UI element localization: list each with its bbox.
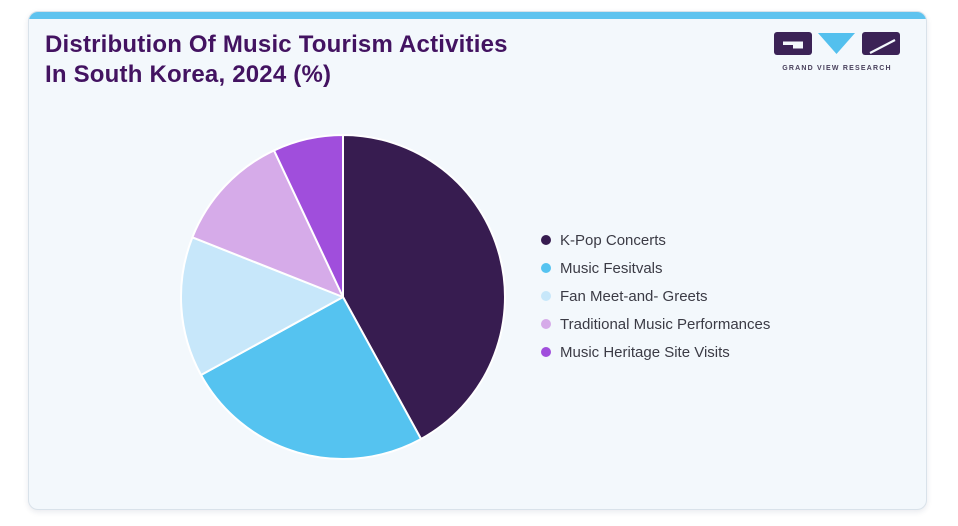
gvr-logo-icon [774,32,900,55]
legend-item-0: K-Pop Concerts [541,230,770,250]
legend-swatch-icon [541,263,551,273]
legend-label: Music Fesitvals [560,259,663,277]
legend-item-2: Fan Meet-and- Greets [541,286,770,306]
legend-item-3: Traditional Music Performances [541,314,770,334]
legend: K-Pop Concerts Music Fesitvals Fan Meet-an… [541,230,770,362]
pie-slice-2 [180,236,344,377]
legend-label: Music Heritage Site Visits [560,343,730,361]
chart-title-line1: Distribution Of Music Tourism Activities [45,31,508,58]
legend-swatch-icon [541,235,551,245]
legend-label: Fan Meet-and- Greets [560,287,708,305]
legend-swatch-icon [541,291,551,301]
pie-slice-1 [200,296,423,460]
legend-swatch-icon [541,319,551,329]
chart-title: Distribution Of Music Tourism Activities… [45,30,508,90]
pie-slice-3 [191,149,344,298]
pie-chart [180,134,506,460]
legend-swatch-icon [541,347,551,357]
legend-label: Traditional Music Performances [560,315,771,333]
legend-label: K-Pop Concerts [560,231,666,249]
legend-item-1: Music Fesitvals [541,258,770,278]
gvr-logo: GRAND VIEW RESEARCH [774,32,900,72]
pie-slice-0 [342,134,506,440]
card-top-accent-bar [29,12,926,19]
chart-title-line2: In South Korea, 2024 (%) [45,61,332,88]
logo-text: GRAND VIEW RESEARCH [782,65,892,72]
chart-card: Distribution Of Music Tourism Activities… [28,11,927,510]
pie-slice-4 [273,134,344,298]
legend-item-4: Music Heritage Site Visits [541,342,770,362]
